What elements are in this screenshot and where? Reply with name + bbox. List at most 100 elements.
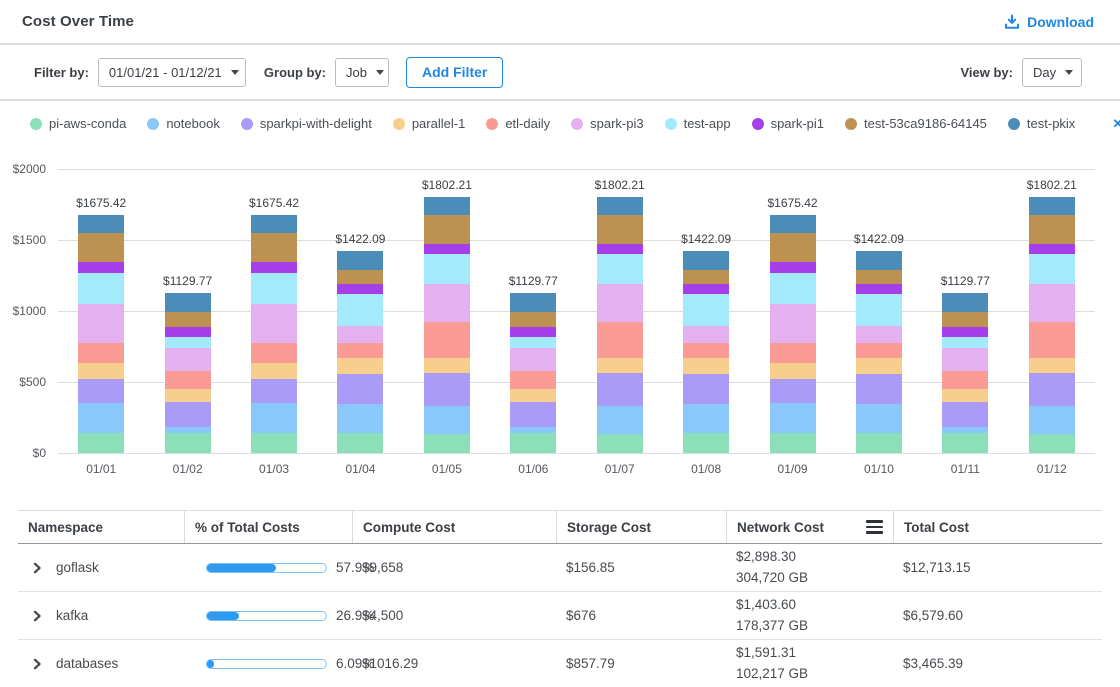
column-header-compute-cost[interactable]: Compute Cost: [352, 511, 556, 543]
bar-segment-test-53ca9186-64145[interactable]: [337, 270, 383, 284]
legend-item-parallel-1[interactable]: parallel-1: [393, 116, 465, 131]
expand-chevron-icon[interactable]: [32, 658, 43, 670]
column-header-namespace[interactable]: Namespace: [18, 511, 184, 543]
bar-segment-test-pkix[interactable]: [856, 251, 902, 270]
bar-segment-test-app[interactable]: [770, 273, 816, 304]
bar-segment-parallel-1[interactable]: [856, 358, 902, 373]
bar-segment-pi-aws-conda[interactable]: [597, 434, 643, 453]
bar-segment-etl-daily[interactable]: [1029, 322, 1075, 358]
bar-segment-test-53ca9186-64145[interactable]: [78, 233, 124, 262]
bar-segment-etl-daily[interactable]: [78, 343, 124, 363]
bar-segment-test-53ca9186-64145[interactable]: [251, 233, 297, 262]
view-by-select[interactable]: Day: [1022, 58, 1082, 87]
bar-segment-etl-daily[interactable]: [942, 371, 988, 389]
bar-segment-sparkpi-with-delight[interactable]: [856, 374, 902, 404]
legend-item-spark-pi3[interactable]: spark-pi3: [571, 116, 643, 131]
bar-segment-pi-aws-conda[interactable]: [770, 433, 816, 453]
bar-segment-spark-pi1[interactable]: [856, 284, 902, 294]
bar-segment-test-53ca9186-64145[interactable]: [856, 270, 902, 284]
bar-segment-parallel-1[interactable]: [165, 389, 211, 402]
bar-segment-pi-aws-conda[interactable]: [510, 433, 556, 453]
bar-segment-notebook[interactable]: [856, 404, 902, 434]
bar-segment-test-app[interactable]: [856, 294, 902, 326]
bar-segment-notebook[interactable]: [683, 404, 729, 434]
bar-segment-test-53ca9186-64145[interactable]: [510, 312, 556, 326]
bar-segment-test-53ca9186-64145[interactable]: [597, 215, 643, 243]
bar-segment-parallel-1[interactable]: [597, 358, 643, 373]
add-filter-button[interactable]: Add Filter: [406, 57, 503, 88]
bar-segment-parallel-1[interactable]: [337, 358, 383, 373]
bar-segment-spark-pi1[interactable]: [424, 244, 470, 255]
bar-segment-test-pkix[interactable]: [165, 293, 211, 313]
bar-segment-pi-aws-conda[interactable]: [165, 433, 211, 453]
column-header-network-cost[interactable]: Network Cost: [726, 511, 893, 543]
bar-segment-pi-aws-conda[interactable]: [942, 433, 988, 453]
bar-segment-test-app[interactable]: [597, 254, 643, 284]
bar-segment-pi-aws-conda[interactable]: [856, 433, 902, 453]
column-header-total-cost[interactable]: Total Cost: [893, 511, 1102, 543]
bar-segment-spark-pi1[interactable]: [251, 262, 297, 273]
legend-item-etl-daily[interactable]: etl-daily: [486, 116, 550, 131]
bar-segment-test-pkix[interactable]: [251, 215, 297, 233]
bar-segment-test-app[interactable]: [942, 337, 988, 348]
bar-segment-sparkpi-with-delight[interactable]: [597, 373, 643, 406]
bar-segment-test-app[interactable]: [165, 337, 211, 348]
bar-segment-test-53ca9186-64145[interactable]: [165, 312, 211, 326]
bar-segment-spark-pi3[interactable]: [78, 304, 124, 343]
column-header-storage-cost[interactable]: Storage Cost: [556, 511, 726, 543]
bar-segment-spark-pi3[interactable]: [597, 284, 643, 321]
bar-segment-test-app[interactable]: [251, 273, 297, 304]
bar-segment-parallel-1[interactable]: [770, 363, 816, 379]
bar-segment-spark-pi3[interactable]: [251, 304, 297, 343]
bar-segment-spark-pi3[interactable]: [1029, 284, 1075, 321]
column-settings-icon[interactable]: [866, 520, 883, 534]
bar-segment-test-app[interactable]: [337, 294, 383, 326]
bar-segment-test-app[interactable]: [683, 294, 729, 326]
bar-segment-spark-pi3[interactable]: [510, 348, 556, 371]
bar-segment-test-pkix[interactable]: [770, 215, 816, 233]
bar-segment-test-pkix[interactable]: [942, 293, 988, 313]
bar-segment-sparkpi-with-delight[interactable]: [683, 374, 729, 404]
bar-segment-sparkpi-with-delight[interactable]: [251, 379, 297, 403]
bar-segment-test-53ca9186-64145[interactable]: [942, 312, 988, 326]
bar-segment-spark-pi3[interactable]: [683, 326, 729, 343]
bar-segment-spark-pi3[interactable]: [424, 284, 470, 321]
bar-segment-notebook[interactable]: [424, 406, 470, 434]
bar-segment-parallel-1[interactable]: [510, 389, 556, 402]
legend-item-test-pkix[interactable]: test-pkix: [1008, 116, 1075, 131]
bar-segment-test-pkix[interactable]: [1029, 197, 1075, 215]
bar-segment-test-53ca9186-64145[interactable]: [1029, 215, 1075, 243]
expand-chevron-icon[interactable]: [32, 610, 43, 622]
legend-item-pi-aws-conda[interactable]: pi-aws-conda: [30, 116, 126, 131]
expand-chevron-icon[interactable]: [32, 562, 43, 574]
namespace-cell[interactable]: goflask: [18, 560, 184, 575]
bar-segment-spark-pi1[interactable]: [1029, 244, 1075, 255]
bar-segment-sparkpi-with-delight[interactable]: [78, 379, 124, 403]
bar-segment-parallel-1[interactable]: [942, 389, 988, 402]
bar-segment-parallel-1[interactable]: [1029, 358, 1075, 373]
bar-segment-etl-daily[interactable]: [597, 322, 643, 358]
legend-item-test-app[interactable]: test-app: [665, 116, 731, 131]
bar-segment-spark-pi3[interactable]: [337, 326, 383, 343]
bar-segment-spark-pi1[interactable]: [597, 244, 643, 255]
bar-segment-notebook[interactable]: [942, 427, 988, 433]
bar-segment-test-app[interactable]: [424, 254, 470, 284]
bar-segment-spark-pi1[interactable]: [165, 327, 211, 338]
bar-segment-etl-daily[interactable]: [683, 343, 729, 358]
bar-segment-sparkpi-with-delight[interactable]: [942, 402, 988, 427]
bar-segment-spark-pi3[interactable]: [856, 326, 902, 343]
bar-segment-notebook[interactable]: [78, 403, 124, 434]
legend-item-test-53ca9186-64145[interactable]: test-53ca9186-64145: [845, 116, 987, 131]
bar-segment-parallel-1[interactable]: [251, 363, 297, 379]
bar-segment-etl-daily[interactable]: [337, 343, 383, 358]
bar-segment-test-pkix[interactable]: [337, 251, 383, 270]
bar-segment-etl-daily[interactable]: [424, 322, 470, 358]
group-by-select[interactable]: Job: [335, 58, 389, 87]
bar-segment-parallel-1[interactable]: [683, 358, 729, 373]
bar-segment-sparkpi-with-delight[interactable]: [770, 379, 816, 403]
bar-segment-sparkpi-with-delight[interactable]: [337, 374, 383, 404]
bar-segment-notebook[interactable]: [337, 404, 383, 434]
deselect-all-button[interactable]: ✕Deselect All: [1112, 109, 1120, 139]
bar-segment-etl-daily[interactable]: [770, 343, 816, 363]
bar-segment-notebook[interactable]: [165, 427, 211, 433]
